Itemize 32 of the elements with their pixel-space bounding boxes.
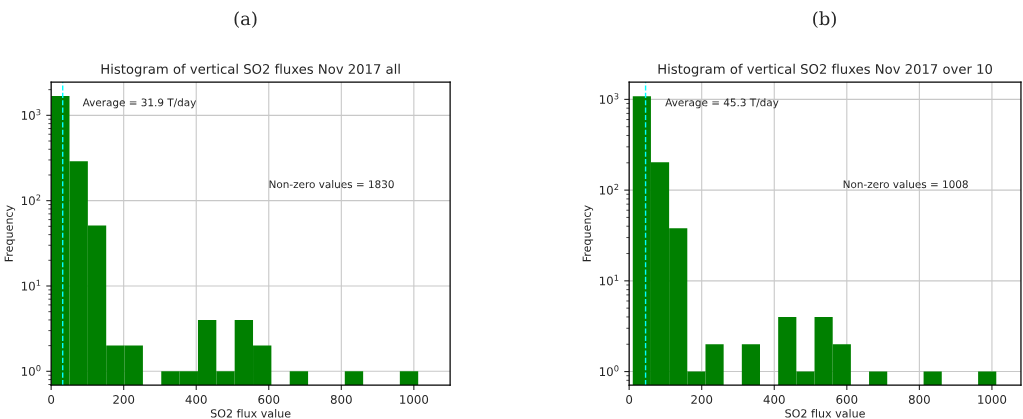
y-tick-label: 10$^{2}$	[599, 183, 619, 195]
x-axis-title: SO2 flux value	[785, 408, 865, 418]
x-tick-label: 600	[258, 394, 280, 404]
y-tick-label: 10$^{3}$	[599, 93, 619, 104]
x-tick-label: 800	[330, 394, 352, 404]
y-axis-title: Frequency	[582, 205, 594, 262]
y-tick-label: 10$^{3}$	[21, 109, 41, 120]
x-tick-label: 0	[48, 394, 55, 404]
x-tick-label: 200	[691, 394, 713, 404]
text: (b)	[813, 11, 836, 28]
y-tick-label: 10$^{1}$	[599, 274, 619, 286]
y-tick-label: 10$^{0}$	[21, 365, 41, 376]
y-tick-label: 10$^{1}$	[21, 279, 41, 291]
x-tick-label: 400	[185, 394, 207, 404]
ref-line-label: Average = 45.3 T/day	[665, 98, 779, 109]
chart-title: Histogram of vertical SO2 fluxes Nov 2017 all	[101, 63, 400, 77]
x-tick-label: 1000	[400, 394, 429, 404]
annotation: Non-zero values = 1008	[843, 180, 968, 189]
y-tick-label: 10$^{0}$	[599, 365, 619, 377]
x-tick-label: 400	[763, 394, 785, 404]
ref-line-label: Average = 31.9 T/day	[82, 98, 197, 109]
x-tick-label: 200	[113, 394, 135, 404]
y-tick-label: 10$^{2}$	[21, 194, 41, 206]
y-axis-title: Frequency	[4, 205, 16, 262]
x-axis-title: SO2 flux value	[210, 408, 291, 418]
x-tick-label: 800	[908, 394, 930, 404]
chart-title: Histogram of vertical SO2 fluxes Nov 2017 over 10	[658, 63, 993, 77]
x-tick-label: 1000	[978, 394, 1007, 404]
x-tick-label: 0	[626, 394, 633, 404]
annotation: Non-zero values = 1830	[269, 180, 394, 189]
x-tick-label: 600	[836, 394, 858, 404]
text: (a)	[234, 11, 257, 28]
